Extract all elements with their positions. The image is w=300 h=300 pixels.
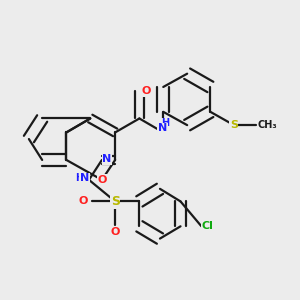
Text: N: N	[158, 123, 167, 134]
Text: Cl: Cl	[202, 221, 213, 231]
Text: N: N	[102, 154, 112, 164]
Text: S: S	[111, 195, 120, 208]
Text: S: S	[230, 120, 238, 130]
Text: H: H	[76, 173, 84, 183]
Text: O: O	[97, 175, 106, 185]
Text: O: O	[142, 86, 152, 96]
Text: H: H	[161, 118, 169, 128]
Text: CH₃: CH₃	[257, 120, 277, 130]
Text: O: O	[79, 196, 88, 206]
Text: O: O	[110, 227, 120, 237]
Text: N: N	[80, 173, 89, 183]
